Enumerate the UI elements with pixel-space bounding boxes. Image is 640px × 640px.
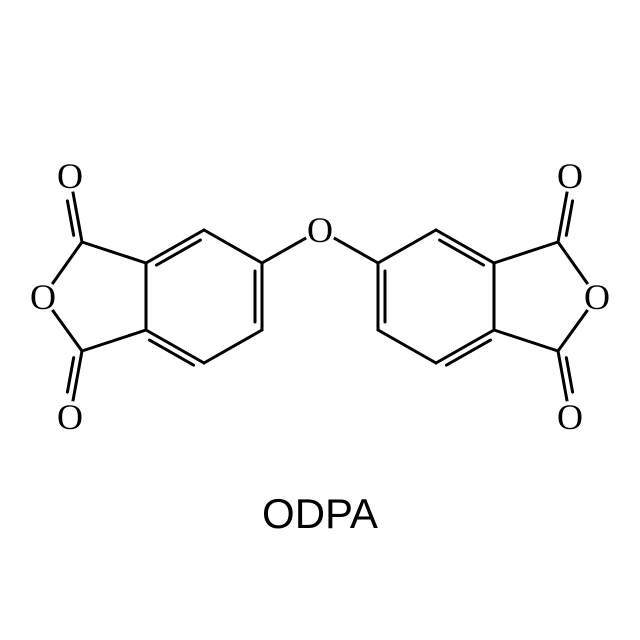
molecule-svg: O O O O O O O [0, 0, 640, 640]
atom-label-R_o_top: O [557, 156, 583, 196]
atom-label-L_o_top: O [57, 156, 83, 196]
atom-label-O_center: O [307, 210, 333, 250]
atom-label-R_o_bot: O [557, 397, 583, 437]
compound-name-caption: ODPA [0, 490, 640, 538]
atom-label-R_o_ring: O [584, 277, 610, 317]
chemical-structure-figure: { "caption": "ODPA", "caption_y": 490, "… [0, 0, 640, 640]
atom-label-L_o_bot: O [57, 397, 83, 437]
atom-label-L_o_ring: O [30, 277, 56, 317]
